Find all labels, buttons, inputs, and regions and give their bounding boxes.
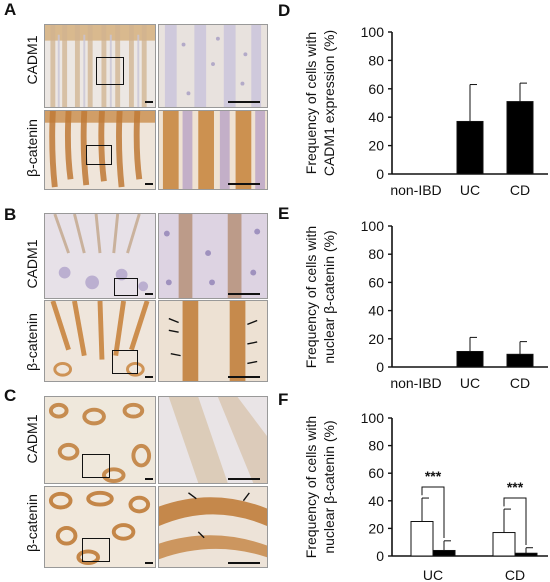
y-tick-label: 40	[368, 493, 384, 509]
bar	[506, 353, 534, 368]
row-label-c-cadm1: CADM1	[24, 414, 40, 464]
micrograph-c-cadm1-low	[44, 396, 156, 484]
panel-letter-b: B	[4, 205, 17, 224]
micrograph-c-cadm1-high	[158, 396, 268, 484]
y-tick-label: 0	[376, 548, 384, 564]
y-axis-label: nuclear β-catenin (%)	[321, 230, 337, 363]
inset-box-a-cadm1	[96, 57, 124, 85]
x-category-label: non-IBD	[390, 182, 441, 198]
y-axis-label: Frequency of cells with	[303, 32, 319, 174]
scale-bar	[228, 376, 260, 378]
micrograph-b-cadm1-low	[44, 213, 156, 299]
micrograph-c-bcatenin-low	[44, 486, 156, 568]
y-tick-label: 80	[368, 246, 384, 262]
inset-box-c-cadm1	[82, 454, 110, 478]
y-axis-label: CADM1 expression (%)	[321, 30, 337, 176]
bar	[506, 101, 534, 175]
y-tick-label: 60	[368, 465, 384, 481]
y-tick-label: 100	[361, 24, 385, 40]
panel-letter-a: A	[4, 0, 17, 19]
bar	[492, 532, 516, 557]
x-category-label: non-IBD	[390, 375, 441, 391]
significance-label: ***	[425, 468, 442, 484]
panel-letter-f: F	[278, 390, 288, 409]
scale-bar	[228, 101, 260, 103]
scale-bar	[228, 562, 260, 564]
scale-bar	[145, 101, 153, 103]
x-category-label: UC	[423, 567, 443, 582]
row-label-b-cadm1: CADM1	[24, 239, 40, 289]
y-tick-label: 60	[368, 274, 384, 290]
y-axis-label: nuclear β-catenin (%)	[321, 420, 337, 553]
scale-bar	[145, 376, 153, 378]
x-category-label: CD	[510, 375, 530, 391]
y-tick-label: 100	[361, 410, 385, 426]
row-label-b-bcatenin: β-catenin	[24, 313, 40, 371]
row-label-a-bcatenin: β-catenin	[24, 119, 40, 177]
y-axis-label: Frequency of cells with	[303, 226, 319, 368]
micrograph-a-bcatenin-low	[44, 110, 156, 190]
bar	[514, 552, 538, 557]
y-tick-label: 0	[376, 166, 384, 182]
row-label-c-bcatenin: β-catenin	[24, 494, 40, 552]
significance-label: ***	[507, 479, 524, 495]
y-tick-label: 80	[368, 438, 384, 454]
scale-bar	[228, 478, 260, 480]
bar	[410, 521, 434, 557]
micrograph-a-cadm1-high	[158, 24, 268, 108]
significance-bracket	[421, 486, 445, 539]
scale-bar	[145, 478, 153, 480]
inset-box-a-bcatenin	[86, 145, 112, 165]
y-axis-label: Frequency of cells with	[303, 416, 319, 558]
x-category-label: UC	[460, 375, 480, 391]
micrograph-b-bcatenin-high	[158, 300, 268, 382]
x-category-label: CD	[505, 567, 525, 582]
scale-bar	[228, 293, 260, 295]
panel-letter-d: D	[278, 1, 290, 20]
micrograph-a-cadm1-low	[44, 24, 156, 108]
bar	[456, 120, 484, 175]
scale-bar	[228, 183, 260, 185]
y-tick-label: 20	[368, 138, 384, 154]
x-category-label: CD	[510, 182, 530, 198]
micrograph-c-bcatenin-high	[158, 486, 268, 568]
y-tick-label: 0	[376, 359, 384, 375]
y-tick-label: 20	[368, 331, 384, 347]
micrograph-a-bcatenin-high	[158, 110, 268, 190]
y-tick-label: 40	[368, 109, 384, 125]
micrograph-b-cadm1-high	[158, 213, 268, 299]
y-tick-label: 20	[368, 520, 384, 536]
significance-bracket	[503, 497, 527, 545]
x-category-label: UC	[460, 182, 480, 198]
y-tick-label: 60	[368, 81, 384, 97]
row-label-a-cadm1: CADM1	[24, 35, 40, 85]
y-tick-label: 80	[368, 52, 384, 68]
y-tick-label: 40	[368, 303, 384, 319]
scale-bar	[145, 562, 153, 564]
inset-box-c-bcatenin	[82, 538, 110, 562]
panel-letter-c: C	[4, 386, 17, 405]
scale-bar	[145, 293, 153, 295]
micrograph-b-bcatenin-low	[44, 300, 156, 382]
y-tick-label: 100	[361, 218, 385, 234]
bar	[456, 350, 484, 368]
inset-box-b-bcatenin	[112, 350, 138, 374]
scale-bar	[145, 183, 153, 185]
bar	[432, 549, 456, 557]
panel-letter-e: E	[278, 204, 289, 223]
inset-box-b-cadm1	[114, 278, 138, 296]
